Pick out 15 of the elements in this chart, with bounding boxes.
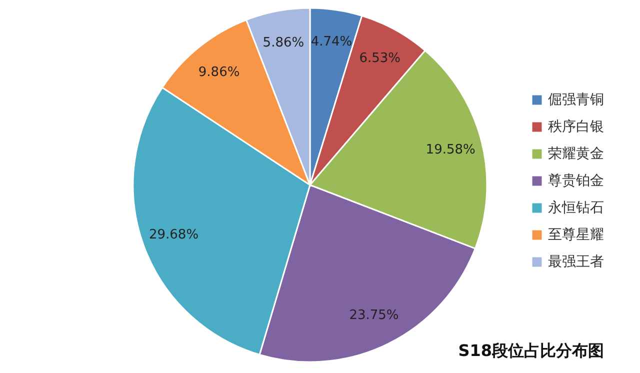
data-label: 5.86%	[262, 35, 304, 50]
legend-label: 至尊星耀	[548, 227, 604, 243]
legend-label: 荣耀黄金	[548, 146, 604, 162]
data-label: 29.68%	[148, 228, 199, 243]
data-label: 9.86%	[198, 65, 240, 80]
legend-label: 秩序白银	[548, 119, 604, 135]
legend-label: 最强王者	[548, 254, 604, 270]
legend-label: 尊贵铂金	[548, 173, 604, 189]
text: S18段位占比分布图	[458, 341, 604, 360]
data-label: 19.58%	[426, 142, 476, 158]
legend-label: 永恒钻石	[548, 200, 604, 216]
data-label: 23.75%	[349, 308, 399, 324]
data-label: 6.53%	[359, 50, 401, 66]
legend-label: 倔强青铜	[548, 92, 604, 108]
data-label: 4.74%	[310, 34, 352, 50]
